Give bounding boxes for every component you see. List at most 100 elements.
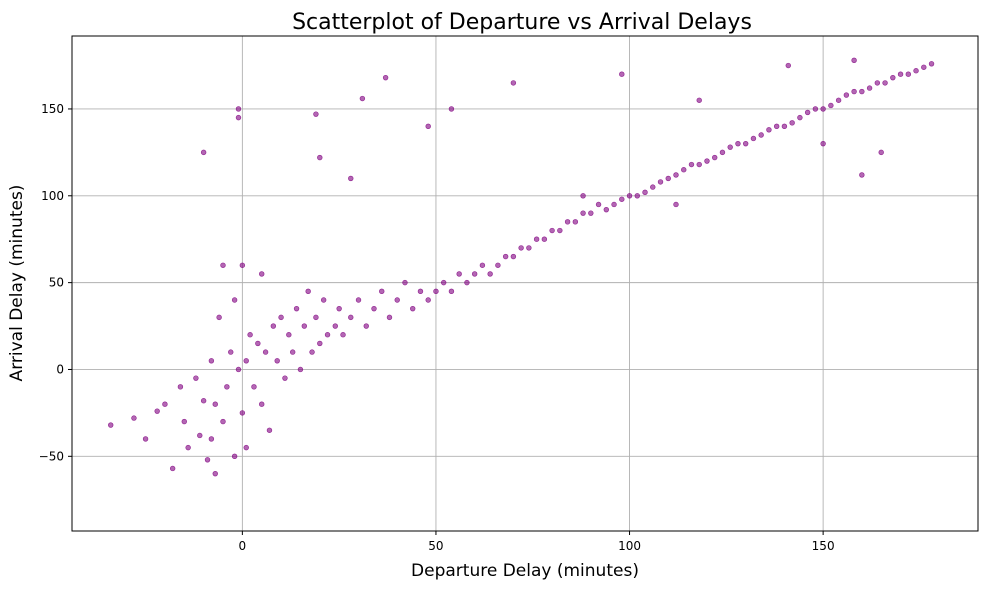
data-point <box>619 71 625 77</box>
data-point <box>696 161 702 168</box>
data-point <box>286 332 292 338</box>
data-point <box>270 323 277 329</box>
data-point <box>162 401 168 407</box>
x-tick-label: 150 <box>812 539 835 553</box>
data-point <box>142 436 149 442</box>
data-point <box>688 161 695 168</box>
data-point <box>410 305 416 312</box>
data-point <box>243 358 249 364</box>
data-point <box>282 375 288 381</box>
data-point <box>359 95 366 102</box>
data-point <box>564 219 571 225</box>
data-point <box>200 149 207 156</box>
data-point <box>259 271 265 277</box>
x-axis-label: Departure Delay (minutes) <box>411 561 639 581</box>
data-point <box>317 154 323 161</box>
data-point <box>239 262 246 268</box>
data-point <box>804 109 811 116</box>
data-point <box>239 410 246 416</box>
data-point <box>348 314 354 321</box>
data-point <box>874 80 881 86</box>
grid-lines <box>72 36 978 531</box>
data-point <box>313 111 319 117</box>
data-point <box>681 167 687 173</box>
data-point <box>928 61 935 67</box>
data-point <box>820 140 826 147</box>
data-point <box>255 340 261 347</box>
y-axis-label: Arrival Delay (minutes) <box>7 185 27 382</box>
data-point <box>580 210 586 216</box>
data-point <box>235 114 242 121</box>
data-point <box>843 92 850 98</box>
data-point <box>456 271 462 277</box>
data-point <box>526 245 532 251</box>
x-axis-ticks: 0 50 100 150 <box>239 531 835 553</box>
data-point <box>259 401 265 407</box>
data-point <box>642 189 648 196</box>
data-point <box>789 120 795 126</box>
data-point <box>588 210 594 216</box>
data-point <box>193 375 199 381</box>
y-tick-label: 100 <box>41 189 64 203</box>
data-point <box>727 144 733 150</box>
data-point <box>781 123 788 130</box>
data-point <box>785 62 791 69</box>
data-points <box>108 57 935 477</box>
data-point <box>650 184 656 190</box>
data-point <box>719 149 726 156</box>
data-point <box>750 135 757 142</box>
data-point <box>208 358 215 364</box>
data-point <box>336 305 342 312</box>
data-point <box>603 206 610 213</box>
data-point <box>320 297 327 303</box>
data-point <box>185 444 191 451</box>
data-point <box>634 193 640 199</box>
data-point <box>487 271 493 277</box>
data-point <box>773 123 780 130</box>
data-point <box>835 97 842 103</box>
data-point <box>611 201 617 208</box>
data-point <box>673 201 679 208</box>
data-point <box>859 88 865 95</box>
data-point <box>386 314 393 321</box>
data-point <box>704 158 710 164</box>
data-point <box>572 219 579 225</box>
data-point <box>235 366 242 373</box>
data-point <box>448 106 455 112</box>
data-point <box>371 305 377 312</box>
y-tick-label: 0 <box>56 362 64 376</box>
x-tick-label: 100 <box>618 539 641 553</box>
data-point <box>293 305 300 312</box>
data-point <box>235 106 242 112</box>
data-point <box>324 332 331 338</box>
data-point <box>673 172 679 178</box>
data-point <box>169 465 176 472</box>
data-point <box>394 297 400 303</box>
data-point <box>712 154 718 161</box>
data-point <box>471 271 478 277</box>
data-point <box>417 288 424 295</box>
data-point <box>735 140 741 147</box>
data-point <box>340 332 346 338</box>
data-point <box>890 74 896 81</box>
data-point <box>619 196 625 202</box>
data-point <box>657 179 664 185</box>
data-point <box>479 262 486 268</box>
data-point <box>820 106 826 112</box>
data-point <box>228 349 234 355</box>
data-point <box>274 358 280 364</box>
data-point <box>266 427 273 433</box>
data-point <box>758 132 764 138</box>
data-point <box>425 123 431 130</box>
data-point <box>533 236 540 242</box>
data-point <box>595 201 602 208</box>
data-point <box>766 127 772 133</box>
chart-title: Scatterplot of Departure vs Arrival Dela… <box>292 10 752 35</box>
data-point <box>309 349 315 355</box>
data-point <box>247 332 253 338</box>
data-point <box>332 323 338 329</box>
data-point <box>289 349 296 355</box>
data-point <box>212 470 218 477</box>
data-point <box>812 106 819 112</box>
